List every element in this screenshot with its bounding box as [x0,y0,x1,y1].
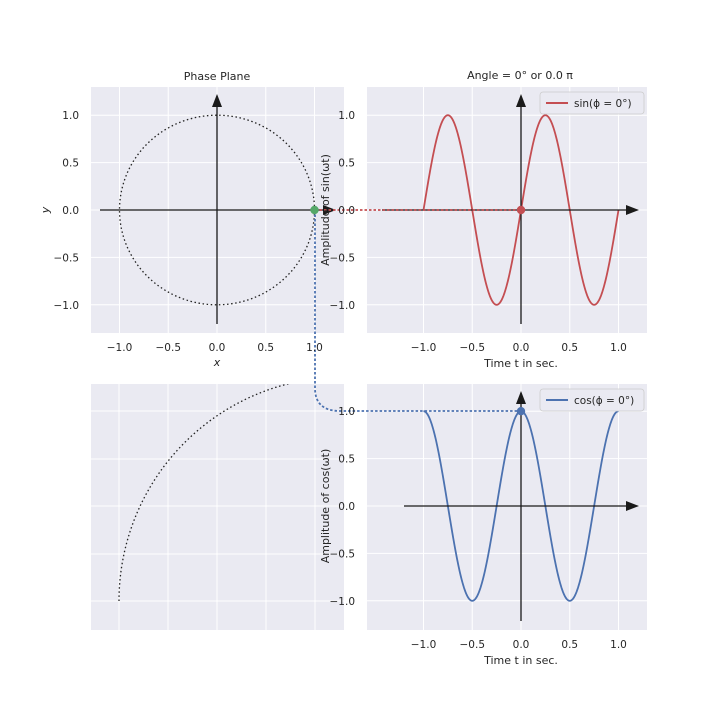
phase-plane-xtick-label: 1.0 [306,342,323,354]
cosine-y-arrowhead [516,391,526,404]
sine-point [516,205,526,215]
phase-plane-title: Phase Plane [184,70,251,83]
sine-panel-ytick-label: −1.0 [330,300,356,312]
cosine-panel-xtick-label: −1.0 [411,639,437,651]
cosine-panel-ytick-label: 0.0 [338,501,355,513]
sine-panel-ytick-label: 0.5 [338,158,355,170]
cosine-legend-label: cos(ϕ = 0°) [574,395,634,407]
sine-panel-xlabel: Time t in sec. [483,357,558,370]
sine-x-arrowhead [626,205,639,215]
circle-arc [118,384,291,602]
phase-plane-ytick-label: 0.5 [62,158,79,170]
phase-plane-ylabel: y [39,206,52,214]
sine-panel-xtick-label: −1.0 [411,342,437,354]
sine-panel-xtick-label: 0.0 [513,342,530,354]
cosine-panel-xlabel: Time t in sec. [483,654,558,667]
cosine-legend-box [539,388,645,412]
sine-legend-box [539,91,645,115]
sine-panel-ylabel: Amplitude of sin(ωt) [319,154,332,266]
sine-legend-label: sin(ϕ = 0°) [574,98,632,110]
cosine-point [516,407,526,416]
phase-plane-xtick-label: 0.5 [257,342,274,354]
phase-plane-xlabel: x [213,356,221,369]
cosine-panel-xtick-label: −0.5 [460,639,486,651]
angle-title: Angle = 0° or 0.0 π [467,69,573,82]
phase-plane-ytick-label: 0.0 [62,205,79,217]
sine-panel-ytick-label: 0.0 [338,205,355,217]
cosine-panel-xtick-label: 1.0 [610,639,627,651]
cos-connector [314,210,521,412]
cosine-panel-ytick-label: −0.5 [330,548,356,560]
cosine-x-arrowhead [626,501,639,511]
cosine-panel-xtick-label: 0.0 [513,639,530,651]
cosine-panel-ytick-label: −1.0 [330,596,356,608]
phase-plane-xtick-label: 0.0 [209,342,226,354]
phase-plane-ytick-label: 1.0 [62,110,79,122]
phase-plane-xtick-label: −1.0 [107,342,133,354]
cosine-panel-ytick-label: 0.5 [338,454,355,466]
phase-plane-y-arrowhead [212,94,222,107]
cosine-panel-xtick-label: 0.5 [561,639,578,651]
sine-panel-ytick-label: −0.5 [330,252,356,264]
phase-plane-ytick-label: −0.5 [54,252,80,264]
cosine-panel-background [367,384,647,630]
sine-panel-xtick-label: 1.0 [610,342,627,354]
phase-point [310,205,319,215]
sine-panel-xtick-label: 0.5 [561,342,578,354]
sine-y-arrowhead [516,94,526,107]
phase-plane-xtick-label: −0.5 [156,342,182,354]
cosine-panel-ylabel: Amplitude of cos(ωt) [319,449,332,564]
phase-plane-ytick-label: −1.0 [54,300,80,312]
sine-panel-xtick-label: −0.5 [460,342,486,354]
cosine-panel-ytick-label: 1.0 [338,406,355,418]
sine-panel-ytick-label: 1.0 [338,110,355,122]
